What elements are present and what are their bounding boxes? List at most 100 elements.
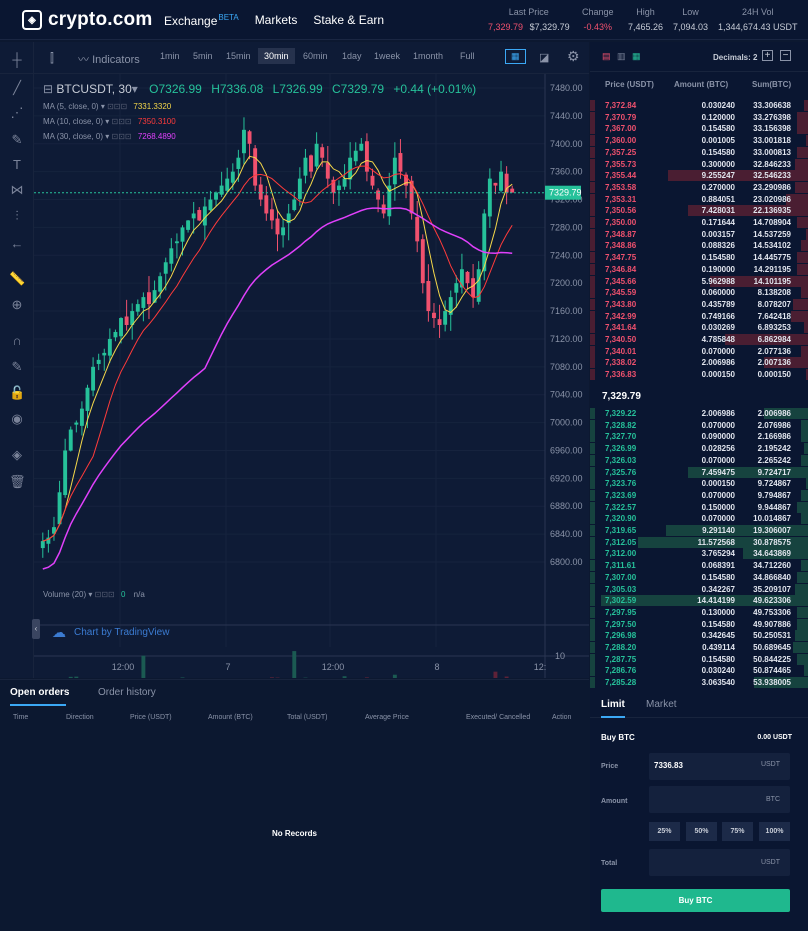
ask-row[interactable]: 7,357.25 0.154580 33.000813	[590, 146, 808, 158]
ask-row[interactable]: 7,340.50 4.785848 6.862984	[590, 334, 808, 345]
bid-row[interactable]: 7,323.76 0.000150 9.724867	[590, 478, 808, 490]
bid-row[interactable]: 7,297.50 0.154580 49.907886	[590, 618, 808, 630]
interval-30min[interactable]: 30min	[258, 48, 295, 64]
crosshair-icon[interactable]: ┼	[12, 52, 22, 67]
ask-row[interactable]: 7,341.64 0.030269 6.893253	[590, 322, 808, 334]
tradingview-badge[interactable]: ☁ Chart by TradingView	[52, 624, 170, 640]
bid-row[interactable]: 7,329.22 2.006986 2.006986	[590, 408, 808, 419]
bid-row[interactable]: 7,305.03 0.342267 35.209107	[590, 583, 808, 595]
bid-row[interactable]: 7,325.76 7.459475 9.724717	[590, 466, 808, 478]
ask-row[interactable]: 7,343.80 0.435789 8.078207	[590, 298, 808, 310]
nav-markets[interactable]: Markets	[254, 13, 298, 27]
symbol-label[interactable]: BTCUSDT, 30	[56, 82, 132, 96]
tab-market[interactable]: Market	[646, 699, 677, 710]
fib-icon[interactable]: ⋰	[10, 105, 24, 120]
buy-btc-button[interactable]: Buy BTC	[601, 889, 790, 912]
magnet-icon[interactable]: ∩	[12, 333, 22, 348]
plus-icon[interactable]: +	[762, 50, 773, 61]
pct-100-button[interactable]: 100%	[759, 822, 790, 841]
interval-full[interactable]: Full	[460, 51, 475, 61]
nav-stake-earn[interactable]: Stake & Earn	[313, 13, 385, 27]
minus-icon[interactable]: −	[780, 50, 791, 61]
ask-row[interactable]: 7,372.84 0.030240 33.306638	[590, 100, 808, 111]
pct-50-button[interactable]: 50%	[686, 822, 717, 841]
trendline-icon[interactable]: ╱	[13, 80, 21, 95]
ask-row[interactable]: 7,370.79 0.120000 33.276398	[590, 111, 808, 123]
ma5-row[interactable]: MA (5, close, 0) ▾ ⊡⊡⊡ 7331.3320	[43, 102, 172, 111]
interval-5min[interactable]: 5min	[193, 51, 213, 61]
bid-row[interactable]: 7,288.20 0.439114 50.689645	[590, 642, 808, 653]
ask-row[interactable]: 7,336.83 0.000150 0.000150	[590, 369, 808, 381]
nav-exchange[interactable]: ExchangeBETA	[164, 13, 239, 28]
interval-1min[interactable]: 1min	[160, 51, 180, 61]
bid-row[interactable]: 7,307.00 0.154580 34.866840	[590, 571, 808, 583]
ask-row[interactable]: 7,367.00 0.154580 33.156398	[590, 123, 808, 135]
ask-row[interactable]: 7,353.58 0.270000 23.290986	[590, 181, 808, 193]
candle-type-icon[interactable]: ⫿	[50, 51, 54, 65]
bid-row[interactable]: 7,328.82 0.070000 2.076986	[590, 419, 808, 431]
ask-row[interactable]: 7,345.66 5.962988 14.101195	[590, 275, 808, 287]
ruler-icon[interactable]: 📏	[9, 271, 26, 286]
tab-open-orders[interactable]: Open orders	[10, 687, 70, 698]
collapse-toolbar-handle[interactable]: ‹	[32, 619, 40, 639]
tab-order-history[interactable]: Order history	[98, 687, 156, 698]
ask-row[interactable]: 7,338.02 2.006986 2.007136	[590, 357, 808, 369]
bid-row[interactable]: 7,319.65 9.291140 19.306007	[590, 525, 808, 536]
ma10-row[interactable]: MA (10, close, 0) ▾ ⊡⊡⊡ 7350.3100	[43, 117, 176, 126]
price-input[interactable]: 7336.83 USDT	[649, 753, 790, 780]
collapse-icon[interactable]: ⊟	[43, 82, 54, 96]
bid-row[interactable]: 7,312.05 11.572568 30.878575	[590, 536, 808, 548]
unlock-icon[interactable]: 🔓	[9, 385, 26, 400]
settings-gear-icon[interactable]: ⚙	[567, 48, 580, 64]
bid-row[interactable]: 7,320.90 0.070000 10.014867	[590, 513, 808, 525]
lock-drawing-icon[interactable]: ✎	[11, 359, 23, 374]
view-bids-icon[interactable]: ▥	[617, 51, 626, 61]
view-both-icon[interactable]: ▤	[602, 51, 611, 61]
bid-row[interactable]: 7,311.61 0.068391 34.712260	[590, 560, 808, 572]
bid-row[interactable]: 7,297.95 0.130000 49.753306	[590, 606, 808, 618]
amount-input[interactable]: BTC	[649, 786, 790, 813]
bid-row[interactable]: 7,302.59 14.414199 49.623306	[590, 595, 808, 607]
ask-row[interactable]: 7,350.56 7.428031 22.136935	[590, 205, 808, 217]
ask-row[interactable]: 7,353.31 0.884051 23.020986	[590, 193, 808, 205]
depth-view-icon[interactable]: ◪	[539, 52, 550, 64]
ask-row[interactable]: 7,355.73 0.300000 32.846233	[590, 158, 808, 170]
view-asks-icon[interactable]: ▦	[632, 51, 641, 61]
bid-row[interactable]: 7,323.69 0.070000 9.794867	[590, 489, 808, 501]
ask-row[interactable]: 7,348.86 0.088326 14.534102	[590, 240, 808, 252]
pct-25-button[interactable]: 25%	[649, 822, 680, 841]
back-arrow-icon[interactable]: ←	[10, 236, 24, 251]
ask-row[interactable]: 7,340.01 0.070000 2.077136	[590, 345, 808, 357]
tab-limit[interactable]: Limit	[601, 699, 625, 710]
ask-row[interactable]: 7,350.00 0.171644 14.708904	[590, 217, 808, 228]
interval-1day[interactable]: 1day	[342, 51, 362, 61]
interval-1month[interactable]: 1month	[413, 51, 444, 61]
bid-row[interactable]: 7,312.00 3.765294 34.643869	[590, 548, 808, 560]
interval-60min[interactable]: 60min	[303, 51, 328, 61]
bid-row[interactable]: 7,326.03 0.070000 2.265242	[590, 454, 808, 466]
interval-15min[interactable]: 15min	[226, 51, 251, 61]
ask-row[interactable]: 7,347.75 0.154580 14.445775	[590, 252, 808, 264]
ma30-row[interactable]: MA (30, close, 0) ▾ ⊡⊡⊡ 7268.4890	[43, 132, 176, 141]
eye-icon[interactable]: ◉	[11, 411, 23, 426]
bid-row[interactable]: 7,296.98 0.342645 50.250531	[590, 630, 808, 642]
layers-icon[interactable]: ◈	[12, 447, 22, 462]
ask-row[interactable]: 7,360.00 0.001005 33.001818	[590, 135, 808, 147]
bid-row[interactable]: 7,327.70 0.090000 2.166986	[590, 431, 808, 443]
ask-row[interactable]: 7,342.99 0.749166 7.642418	[590, 310, 808, 322]
measure-tools-icon[interactable]: ⫶	[15, 208, 19, 223]
ask-row[interactable]: 7,345.59 0.060000 8.138208	[590, 287, 808, 299]
ask-row[interactable]: 7,355.44 9.255247 32.546233	[590, 170, 808, 182]
zoom-in-icon[interactable]: ⊕	[11, 297, 23, 312]
bid-row[interactable]: 7,286.76 0.030240 50.874465	[590, 665, 808, 677]
bid-row[interactable]: 7,326.99 0.028256 2.195242	[590, 443, 808, 455]
bid-row[interactable]: 7,285.28 3.063540 53.938005	[590, 677, 808, 689]
pattern-icon[interactable]: ⋈	[10, 182, 24, 197]
ask-row[interactable]: 7,346.84 0.190000 14.291195	[590, 263, 808, 275]
bid-row[interactable]: 7,322.57 0.150000 9.944867	[590, 501, 808, 513]
indicators-button[interactable]: 〰 Indicators	[78, 54, 140, 66]
brush-icon[interactable]: ✎	[11, 132, 23, 147]
interval-1week[interactable]: 1week	[374, 51, 401, 61]
bid-row[interactable]: 7,287.75 0.154580 50.844225	[590, 653, 808, 665]
decimals-select[interactable]: Decimals: 2	[713, 53, 758, 62]
